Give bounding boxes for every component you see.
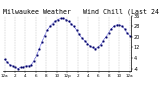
Text: Milwaukee Weather   Wind Chill (Last 24 Hours): Milwaukee Weather Wind Chill (Last 24 Ho… xyxy=(3,9,160,15)
